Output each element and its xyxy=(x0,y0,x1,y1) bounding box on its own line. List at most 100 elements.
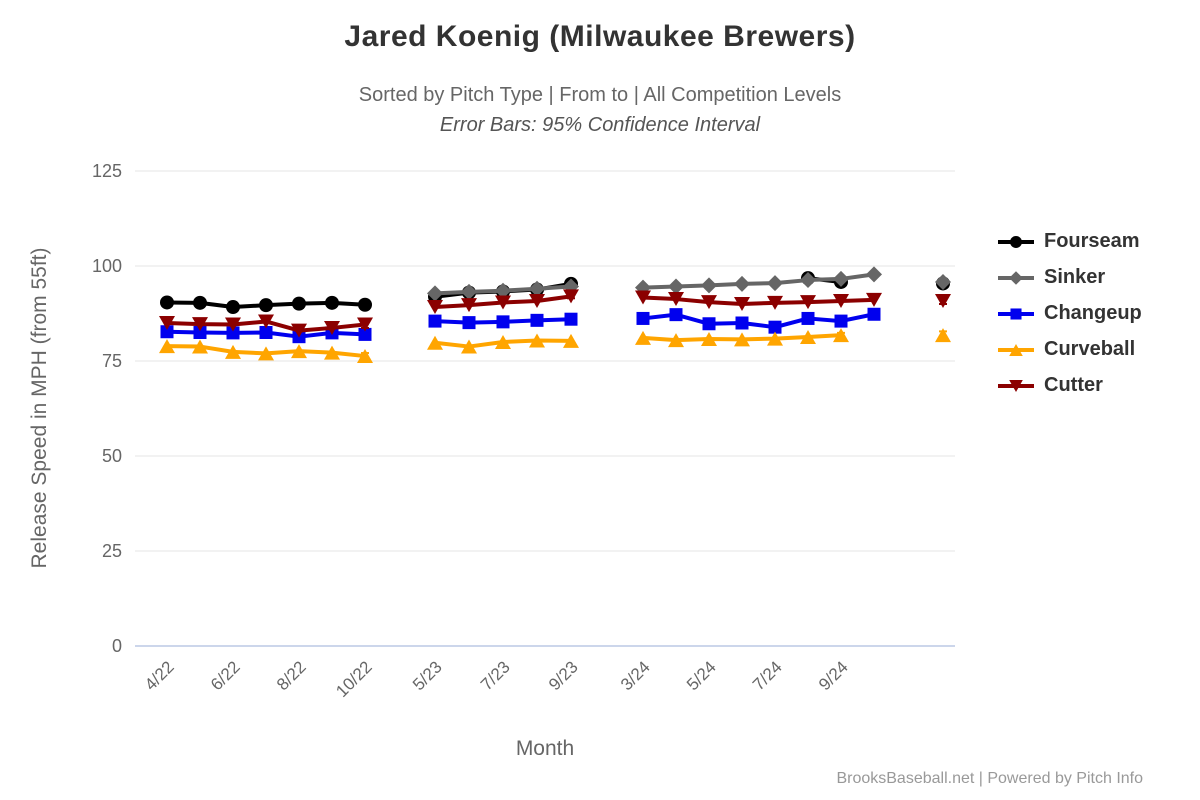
marker-triangle-up xyxy=(324,345,340,360)
legend-marker-square-icon xyxy=(998,307,1034,320)
marker-triangle-down xyxy=(495,295,511,310)
marker-diamond xyxy=(833,270,849,287)
marker-triangle-down xyxy=(357,317,373,332)
marker-triangle-down xyxy=(461,298,477,313)
marker-triangle-up xyxy=(427,335,443,350)
marker-triangle-down xyxy=(800,295,816,310)
marker-triangle-up xyxy=(734,332,750,347)
marker-triangle-up xyxy=(800,330,816,345)
marker-diamond xyxy=(461,283,477,300)
marker-diamond xyxy=(495,282,511,299)
marker-square xyxy=(226,326,240,340)
x-axis-title: Month xyxy=(516,737,574,760)
marker-diamond xyxy=(701,277,717,294)
legend-item-changeup[interactable]: Changeup xyxy=(998,302,1142,325)
marker-circle xyxy=(259,298,273,313)
y-tick-label-50: 50 xyxy=(102,446,122,466)
marker-square xyxy=(867,307,881,321)
y-tick-label-75: 75 xyxy=(102,351,122,371)
marker-triangle-up xyxy=(563,333,579,348)
x-tick-label-3-24: 3/24 xyxy=(617,657,654,694)
marker-triangle-up xyxy=(833,328,849,343)
marker-triangle-down xyxy=(159,316,175,330)
legend-label: Curveball xyxy=(1044,338,1136,360)
marker-square xyxy=(462,316,476,330)
marker-square xyxy=(702,317,716,331)
legend-marker-diamond-icon xyxy=(998,270,1034,285)
x-tick-label-7-24: 7/24 xyxy=(749,657,786,694)
marker-diamond xyxy=(734,275,750,292)
y-axis-title: Release Speed in MPH (from 55ft) xyxy=(28,248,51,569)
marker-circle xyxy=(160,295,174,310)
page-title: Jared Koenig (Milwaukee Brewers) xyxy=(344,20,856,53)
x-tick-label-5-23: 5/23 xyxy=(409,657,446,694)
legend: Fourseam Sinker Changeup Curveball Cutter xyxy=(998,230,1142,397)
x-tick-label-9-23: 9/23 xyxy=(545,657,582,694)
marker-square xyxy=(768,320,782,334)
marker-triangle-down xyxy=(529,293,545,308)
marker-triangle-down xyxy=(427,300,443,315)
marker-triangle-up xyxy=(668,333,684,348)
marker-square xyxy=(428,314,442,328)
marker-triangle-up xyxy=(225,344,241,359)
legend-label: Changeup xyxy=(1044,302,1142,324)
marker-diamond xyxy=(800,272,816,289)
series-line-curveball xyxy=(167,335,943,356)
series-changeup xyxy=(160,307,881,344)
legend-item-cutter[interactable]: Cutter xyxy=(998,374,1142,397)
marker-circle xyxy=(358,297,372,312)
legend-item-sinker[interactable]: Sinker xyxy=(998,266,1142,289)
footer-credit: BrooksBaseball.net | Powered by Pitch In… xyxy=(836,770,1143,787)
marker-diamond xyxy=(935,273,951,290)
marker-triangle-up xyxy=(192,339,208,354)
marker-triangle-up xyxy=(159,339,175,354)
legend-item-curveball[interactable]: Curveball xyxy=(998,338,1142,361)
legend-label: Cutter xyxy=(1044,374,1103,396)
marker-circle xyxy=(325,295,339,310)
marker-triangle-down xyxy=(324,320,340,335)
marker-triangle-down xyxy=(935,293,951,308)
marker-triangle-up xyxy=(529,333,545,348)
legend-marker-triangle-up-icon xyxy=(998,343,1034,356)
x-tick-label-5-24: 5/24 xyxy=(683,657,720,694)
marker-triangle-up xyxy=(701,331,717,346)
marker-square xyxy=(801,311,815,325)
legend-item-fourseam[interactable]: Fourseam xyxy=(998,230,1142,253)
x-tick-label-10-22: 10/22 xyxy=(332,657,376,701)
marker-triangle-down xyxy=(635,290,651,305)
marker-triangle-down xyxy=(701,295,717,310)
x-tick-label-6-22: 6/22 xyxy=(207,657,244,694)
legend-label: Fourseam xyxy=(1044,230,1140,252)
x-tick-label-4-22: 4/22 xyxy=(141,657,178,694)
series-line-cutter xyxy=(167,296,943,330)
marker-square xyxy=(160,325,174,339)
marker-triangle-up xyxy=(1009,343,1023,356)
marker-diamond xyxy=(427,285,443,302)
marker-triangle-up xyxy=(495,335,511,349)
marker-square xyxy=(358,327,372,341)
marker-square xyxy=(496,315,510,329)
marker-triangle-down xyxy=(225,317,241,332)
marker-diamond xyxy=(866,266,882,283)
chart-subtitle: Sorted by Pitch Type | From to | All Com… xyxy=(358,84,842,106)
marker-square xyxy=(193,326,207,339)
marker-circle xyxy=(226,300,240,315)
marker-square xyxy=(1010,307,1022,320)
marker-triangle-up xyxy=(291,344,307,359)
legend-marker-circle-icon xyxy=(998,235,1034,248)
series-line-sinker xyxy=(435,274,943,293)
x-tick-label-7-23: 7/23 xyxy=(477,657,514,694)
marker-circle xyxy=(193,295,207,310)
marker-triangle-down xyxy=(291,323,307,338)
marker-triangle-up xyxy=(461,339,477,354)
x-tick-label-8-22: 8/22 xyxy=(273,657,310,694)
marker-diamond xyxy=(767,275,783,292)
y-tick-label-125: 125 xyxy=(92,161,122,181)
legend-label: Sinker xyxy=(1044,266,1106,288)
chart-subtitle-errorbars: Error Bars: 95% Confidence Interval xyxy=(439,114,761,136)
y-tick-label-100: 100 xyxy=(92,256,122,276)
y-tick-label-0: 0 xyxy=(112,636,122,656)
marker-circle xyxy=(292,296,306,311)
